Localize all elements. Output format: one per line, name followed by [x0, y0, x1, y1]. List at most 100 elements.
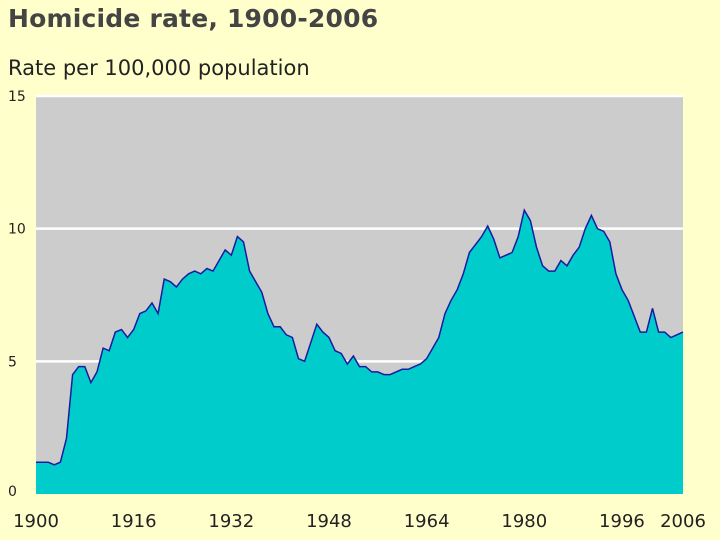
data-point-1966 — [438, 336, 440, 338]
data-point-1955 — [371, 371, 373, 373]
data-point-1991 — [590, 214, 592, 216]
data-point-2005 — [676, 334, 678, 336]
data-point-1937 — [261, 291, 263, 293]
data-point-1992 — [596, 227, 598, 229]
data-point-1912 — [108, 350, 110, 352]
data-point-1907 — [78, 365, 80, 367]
data-point-1982 — [535, 246, 537, 248]
data-point-1993 — [602, 230, 604, 232]
data-point-2000 — [645, 331, 647, 333]
data-point-1979 — [517, 235, 519, 237]
data-point-2002 — [657, 331, 659, 333]
data-point-1964 — [425, 357, 427, 359]
y-tick-label: 15 — [8, 89, 26, 105]
data-point-1917 — [139, 312, 141, 314]
data-point-1954 — [364, 365, 366, 367]
data-point-1903 — [53, 464, 55, 466]
data-point-1932 — [230, 254, 232, 256]
data-point-1945 — [309, 342, 311, 344]
x-tick-label: 1948 — [306, 511, 352, 532]
data-point-1988 — [572, 254, 574, 256]
data-point-1906 — [71, 373, 73, 375]
data-point-1986 — [560, 259, 562, 261]
data-point-1976 — [499, 257, 501, 259]
data-point-1959 — [395, 371, 397, 373]
data-point-1970 — [462, 273, 464, 275]
y-tick-label: 5 — [8, 354, 17, 370]
data-point-1934 — [242, 241, 244, 243]
data-point-1904 — [59, 461, 61, 463]
data-point-1913 — [114, 331, 116, 333]
data-point-1905 — [65, 437, 67, 439]
data-point-1987 — [566, 265, 568, 267]
data-point-1902 — [47, 461, 49, 463]
data-point-1943 — [297, 357, 299, 359]
data-point-1984 — [548, 270, 550, 272]
x-tick-label: 2006 — [660, 511, 706, 532]
y-tick-label: 0 — [8, 484, 17, 500]
data-point-1942 — [291, 336, 293, 338]
data-point-1926 — [193, 270, 195, 272]
data-point-1949 — [334, 350, 336, 352]
data-point-1936 — [255, 281, 257, 283]
x-tick-label: 1980 — [501, 511, 547, 532]
data-point-1956 — [377, 371, 379, 373]
data-point-1930 — [218, 259, 220, 261]
data-point-1998 — [633, 315, 635, 317]
data-point-1925 — [187, 273, 189, 275]
data-point-1967 — [444, 312, 446, 314]
data-point-1948 — [328, 336, 330, 338]
data-point-1996 — [621, 288, 623, 290]
data-point-1999 — [639, 331, 641, 333]
data-point-1965 — [432, 347, 434, 349]
data-point-1940 — [279, 326, 281, 328]
data-point-1931 — [224, 249, 226, 251]
data-point-2006 — [682, 331, 684, 333]
data-point-1927 — [200, 273, 202, 275]
y-axis-label: Rate per 100,000 population — [8, 56, 310, 80]
data-point-1961 — [407, 368, 409, 370]
y-tick-label: 10 — [8, 222, 26, 238]
data-point-1977 — [505, 254, 507, 256]
data-point-1972 — [474, 243, 476, 245]
data-point-1928 — [206, 267, 208, 269]
data-point-1910 — [96, 371, 98, 373]
data-point-1969 — [456, 288, 458, 290]
data-point-1975 — [493, 238, 495, 240]
data-point-1935 — [248, 270, 250, 272]
data-point-1971 — [468, 251, 470, 253]
data-point-1983 — [541, 265, 543, 267]
x-tick-label: 1916 — [111, 511, 157, 532]
x-tick-label: 1964 — [404, 511, 450, 532]
chart-title: Homicide rate, 1900-2006 — [8, 4, 379, 33]
data-point-1997 — [627, 299, 629, 301]
data-point-1939 — [273, 326, 275, 328]
data-point-1908 — [84, 365, 86, 367]
data-point-1944 — [303, 360, 305, 362]
data-point-1920 — [157, 312, 159, 314]
data-point-1980 — [523, 209, 525, 211]
data-point-1952 — [352, 355, 354, 357]
data-point-1909 — [90, 381, 92, 383]
data-point-1981 — [529, 220, 531, 222]
data-point-1921 — [163, 278, 165, 280]
x-tick-label: 1932 — [208, 511, 254, 532]
data-point-1911 — [102, 347, 104, 349]
data-point-1990 — [584, 227, 586, 229]
data-point-1933 — [236, 235, 238, 237]
data-point-1914 — [120, 328, 122, 330]
homicide-rate-line — [36, 208, 684, 466]
data-point-1923 — [175, 286, 177, 288]
data-point-1929 — [212, 270, 214, 272]
data-point-1922 — [169, 281, 171, 283]
data-point-1957 — [383, 373, 385, 375]
homicide-rate-area — [36, 210, 683, 494]
data-point-1950 — [340, 352, 342, 354]
data-point-2004 — [670, 336, 672, 338]
data-point-1995 — [615, 273, 617, 275]
data-point-1962 — [413, 365, 415, 367]
data-point-1918 — [145, 310, 147, 312]
data-point-1960 — [401, 368, 403, 370]
data-point-1951 — [346, 363, 348, 365]
